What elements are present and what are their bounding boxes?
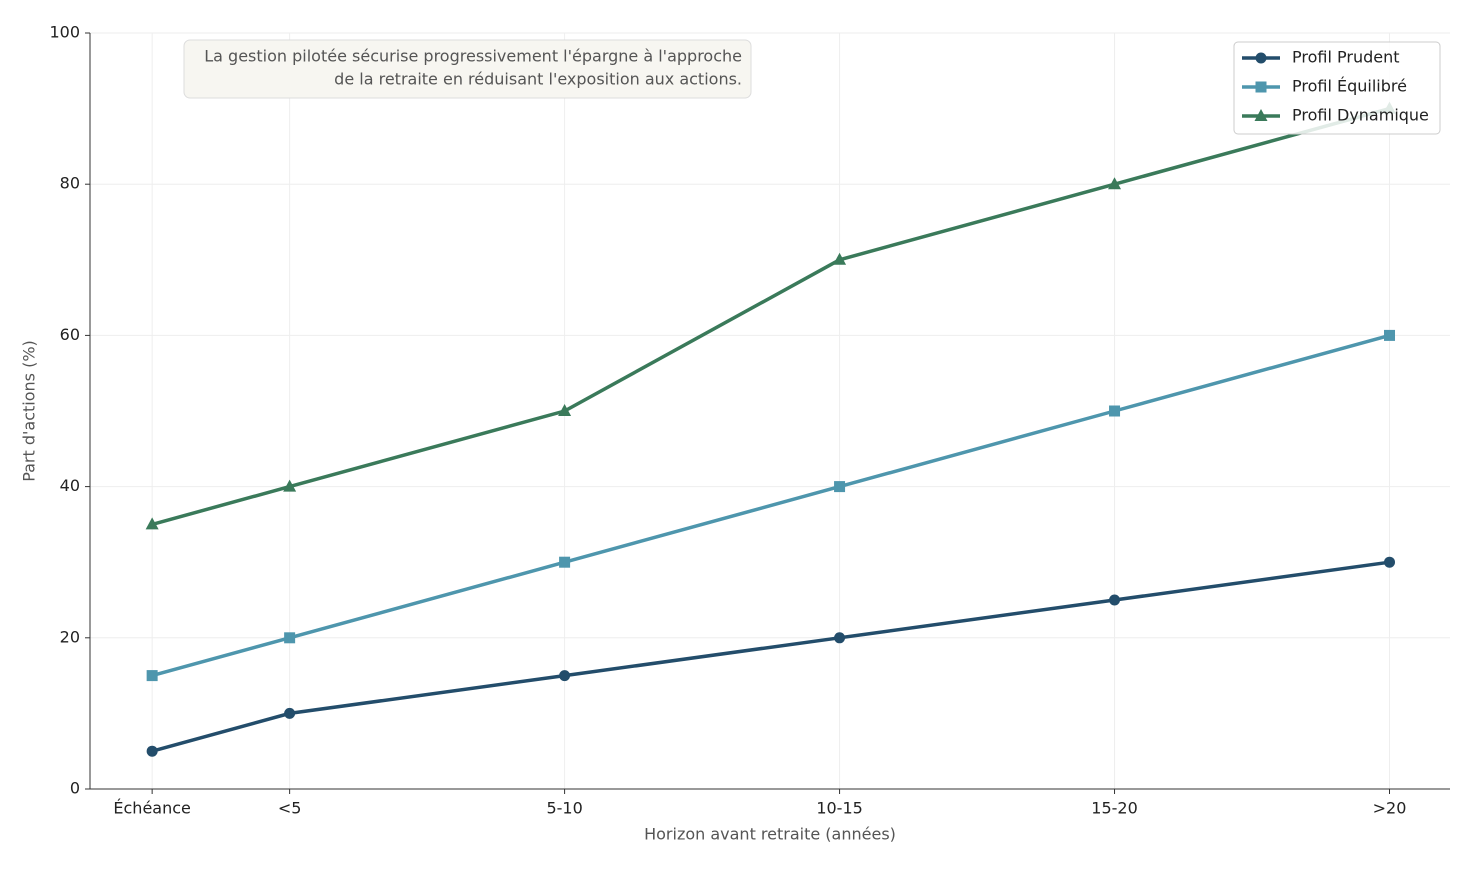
y-tick-label: 60 bbox=[60, 325, 80, 344]
x-tick-label: <5 bbox=[278, 799, 302, 818]
legend-label: Profil Équilibré bbox=[1292, 77, 1407, 96]
series-line bbox=[151, 106, 1390, 527]
marker bbox=[146, 745, 158, 757]
annotation-text: de la retraite en réduisant l'exposition… bbox=[334, 70, 742, 89]
annotation-text: La gestion pilotée sécurise progressivem… bbox=[204, 47, 742, 66]
x-tick-label: 10-15 bbox=[816, 799, 863, 818]
marker bbox=[1384, 556, 1396, 568]
series-line bbox=[151, 333, 1390, 678]
marker bbox=[1255, 52, 1267, 64]
marker bbox=[284, 707, 296, 719]
marker bbox=[1384, 329, 1396, 341]
y-tick-label: 100 bbox=[49, 23, 80, 42]
series-line bbox=[151, 560, 1390, 753]
marker bbox=[559, 670, 571, 682]
legend-label: Profil Dynamique bbox=[1292, 106, 1429, 125]
x-tick-label: 15-20 bbox=[1091, 799, 1138, 818]
marker bbox=[559, 556, 571, 568]
x-tick-label: Échéance bbox=[113, 799, 190, 818]
marker bbox=[1109, 405, 1121, 417]
legend-label: Profil Prudent bbox=[1292, 48, 1400, 67]
marker bbox=[834, 481, 846, 493]
marker bbox=[1109, 594, 1121, 606]
x-tick-label: 5-10 bbox=[546, 799, 582, 818]
marker bbox=[283, 479, 297, 492]
y-tick-label: 40 bbox=[60, 476, 80, 495]
marker bbox=[146, 670, 158, 682]
x-tick-label: >20 bbox=[1373, 799, 1407, 818]
marker bbox=[1108, 177, 1122, 190]
marker bbox=[833, 252, 847, 265]
marker bbox=[145, 517, 159, 530]
legend-box bbox=[1233, 41, 1441, 135]
annotation-box bbox=[183, 39, 752, 99]
marker bbox=[1254, 109, 1268, 121]
marker bbox=[834, 632, 846, 644]
y-tick-label: 80 bbox=[60, 174, 80, 193]
x-axis-label: Horizon avant retraite (années) bbox=[644, 825, 896, 844]
marker bbox=[284, 632, 296, 644]
marker bbox=[1255, 81, 1267, 93]
y-tick-label: 20 bbox=[60, 627, 80, 646]
y-tick-label: 0 bbox=[70, 779, 80, 798]
y-axis-label: Part d'actions (%) bbox=[20, 340, 39, 482]
marker bbox=[558, 404, 572, 416]
